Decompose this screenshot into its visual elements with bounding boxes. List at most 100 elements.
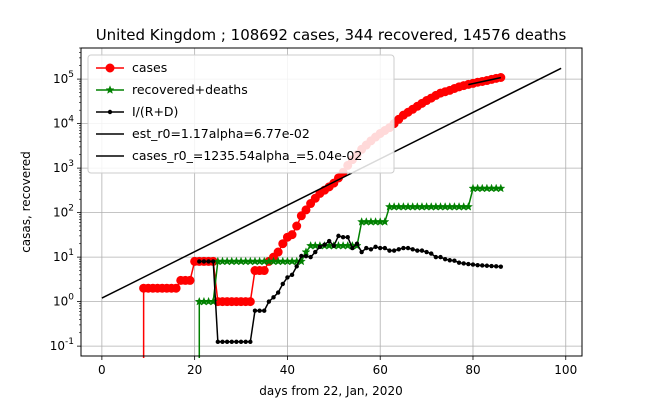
data-point xyxy=(429,251,434,256)
data-point xyxy=(382,245,388,251)
data-point xyxy=(215,339,221,345)
data-point xyxy=(303,253,309,259)
legend-swatch-marker xyxy=(107,109,113,115)
data-point xyxy=(340,235,346,240)
x-tick-label: 60 xyxy=(373,363,388,377)
data-point xyxy=(396,247,401,252)
data-point xyxy=(292,221,302,231)
y-tick-exponent: 2 xyxy=(68,204,74,214)
data-point xyxy=(296,256,306,266)
series-1 xyxy=(194,183,506,358)
legend-label: cases_r0_=1235.54alpha_=5.04e-02 xyxy=(132,148,362,163)
data-point xyxy=(470,262,476,267)
x-tick-label: 100 xyxy=(554,363,577,377)
legend-box xyxy=(87,54,395,174)
legend-swatch-marker xyxy=(105,85,115,94)
data-point xyxy=(285,275,290,280)
legend-label: I/(R+D) xyxy=(132,104,178,119)
data-point xyxy=(480,263,485,268)
data-point xyxy=(493,264,499,269)
data-point xyxy=(466,261,471,267)
data-point xyxy=(378,245,383,251)
data-point xyxy=(287,230,297,240)
y-tick-exponent: 1 xyxy=(68,248,74,258)
data-point xyxy=(405,245,411,251)
series-4 xyxy=(101,67,562,299)
data-point xyxy=(354,241,360,246)
y-axis-title: casas, recovered xyxy=(19,151,33,253)
data-point xyxy=(496,72,506,82)
data-point xyxy=(415,248,420,253)
data-point xyxy=(197,259,202,264)
legend-label: recovered+deaths xyxy=(132,82,248,97)
data-point xyxy=(368,247,374,252)
data-point xyxy=(208,296,218,306)
data-point xyxy=(257,308,262,313)
data-point xyxy=(185,275,195,285)
data-point xyxy=(433,254,439,260)
y-tick-exponent: 0 xyxy=(68,293,74,303)
data-point xyxy=(364,245,369,251)
data-point xyxy=(350,245,355,251)
data-point xyxy=(401,245,406,251)
data-point xyxy=(410,247,415,252)
data-point xyxy=(262,308,267,313)
series-3 xyxy=(468,76,501,86)
data-point xyxy=(301,247,311,256)
data-point xyxy=(266,299,272,304)
x-tick-label: 40 xyxy=(280,363,295,377)
data-point xyxy=(359,249,364,255)
data-point xyxy=(317,244,323,250)
data-point xyxy=(252,308,258,313)
data-point xyxy=(461,261,466,266)
data-point xyxy=(498,264,504,269)
data-point xyxy=(489,263,494,269)
data-point xyxy=(201,259,207,264)
data-point xyxy=(245,297,255,307)
legend: cases recovered+deaths I/(R+D) est_r0=1.17a… xyxy=(87,54,395,174)
data-point xyxy=(447,258,452,263)
data-point xyxy=(243,339,248,345)
data-point xyxy=(273,247,283,257)
data-point xyxy=(322,242,327,247)
x-tick-label: 0 xyxy=(98,363,106,377)
data-point xyxy=(234,339,239,345)
x-tick-label: 80 xyxy=(465,363,480,377)
data-point xyxy=(484,263,490,268)
data-point xyxy=(206,259,211,264)
data-point xyxy=(452,258,457,263)
chart-title: United Kingdom ; 108692 cases, 344 recov… xyxy=(96,26,567,44)
data-point xyxy=(278,239,288,249)
series-2 xyxy=(197,233,504,345)
legend-label: cases xyxy=(132,60,167,75)
data-point xyxy=(289,272,295,278)
data-point xyxy=(299,253,304,259)
data-point xyxy=(280,281,285,287)
legend-swatch-marker xyxy=(105,63,115,73)
data-point xyxy=(275,290,281,295)
data-point xyxy=(387,248,392,253)
plot-frame xyxy=(80,47,583,357)
data-point xyxy=(475,262,480,268)
data-point xyxy=(345,235,350,240)
data-point xyxy=(326,238,332,244)
data-point xyxy=(308,254,313,260)
data-point xyxy=(294,264,299,269)
data-point xyxy=(373,244,378,250)
data-point xyxy=(336,233,341,239)
data-point xyxy=(391,248,397,253)
data-point xyxy=(331,243,337,248)
data-point xyxy=(229,339,234,345)
y-tick-exponent: 3 xyxy=(68,159,74,169)
data-point xyxy=(259,266,269,276)
data-point xyxy=(424,249,429,255)
data-point xyxy=(224,339,230,345)
legend-label: est_r0=1.17alpha=6.77e-02 xyxy=(132,126,310,141)
data-point xyxy=(496,183,506,193)
data-point xyxy=(211,259,216,264)
data-point xyxy=(442,256,448,262)
data-point xyxy=(313,249,318,255)
